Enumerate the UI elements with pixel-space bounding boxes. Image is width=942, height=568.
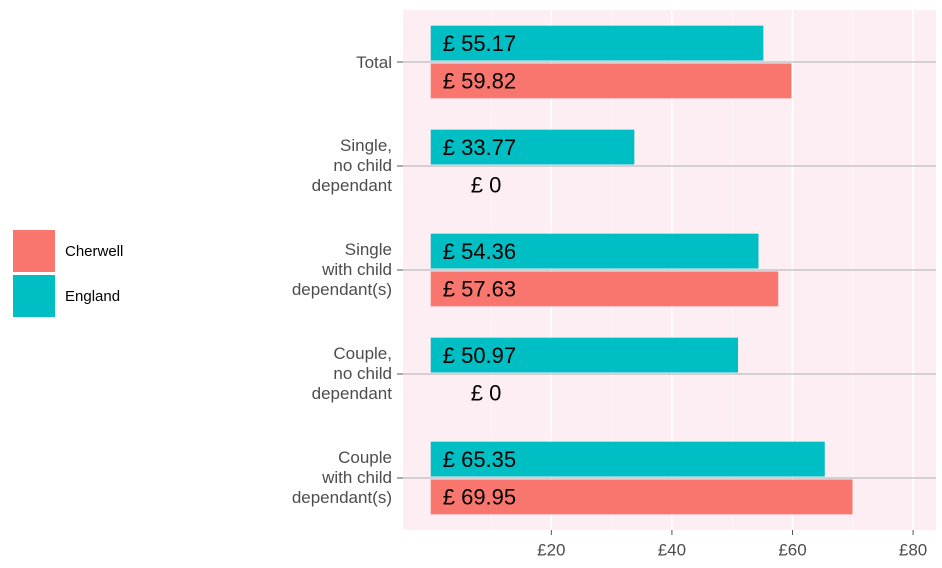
data-label: £ 59.82 <box>443 69 516 94</box>
bar <box>430 271 779 307</box>
bar <box>430 129 635 165</box>
bar <box>430 233 759 269</box>
data-label: £ 55.17 <box>443 31 516 56</box>
x-tick-label: £20 <box>537 540 565 559</box>
data-label: £ 0 <box>471 381 502 406</box>
bar <box>430 25 764 61</box>
data-label: £ 69.95 <box>443 485 516 510</box>
bar <box>430 63 792 99</box>
data-label: £ 54.36 <box>443 239 516 264</box>
data-label: £ 50.97 <box>443 343 516 368</box>
legend-swatch <box>13 275 55 317</box>
y-tick-label: Couple, no child dependant <box>311 344 392 403</box>
bar <box>430 479 853 515</box>
x-tick-label: £40 <box>658 540 686 559</box>
data-label: £ 57.63 <box>443 277 516 302</box>
y-tick-label: Single, no child dependant <box>311 136 392 195</box>
bar <box>430 337 739 373</box>
y-tick-label: Total <box>356 53 392 72</box>
data-label: £ 65.35 <box>443 447 516 472</box>
data-label: £ 33.77 <box>443 135 516 160</box>
y-tick-label: Couple with child dependant(s) <box>291 448 392 507</box>
x-tick-label: £80 <box>899 540 927 559</box>
bar <box>430 441 825 477</box>
x-tick-label: £60 <box>778 540 806 559</box>
legend-swatch <box>13 230 55 272</box>
data-label: £ 0 <box>471 173 502 198</box>
legend-label: England <box>65 288 120 305</box>
y-tick-label: Single with child dependant(s) <box>291 240 392 299</box>
legend-label: Cherwell <box>65 243 123 260</box>
